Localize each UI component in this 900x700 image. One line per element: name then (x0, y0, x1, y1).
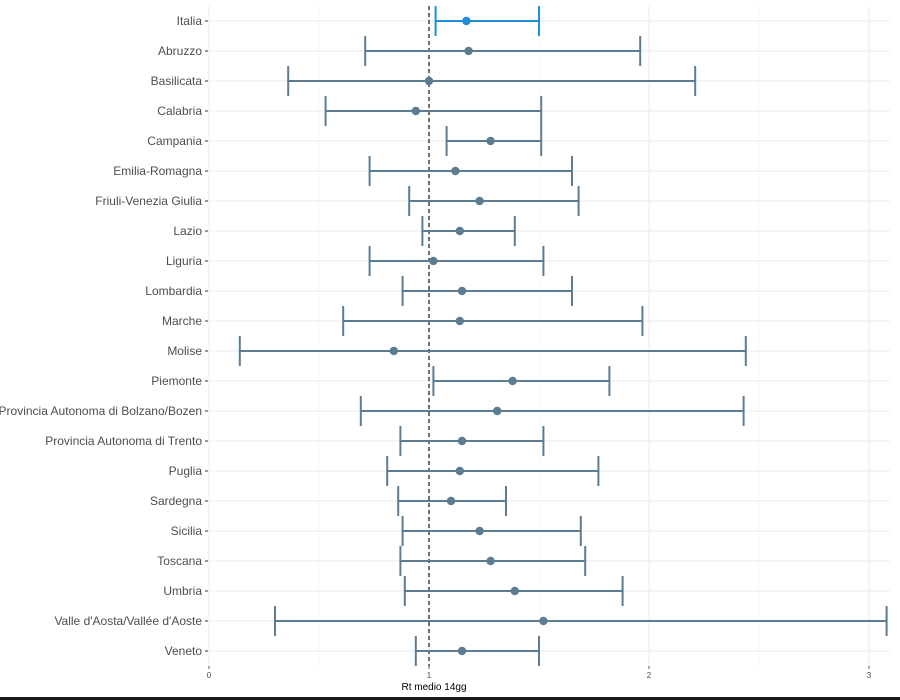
x-axis-ticks: 0 1 2 3 (207, 666, 872, 680)
point-estimate (446, 496, 456, 506)
region-label: Lombardia (145, 284, 202, 298)
region-label: Lazio (173, 224, 202, 238)
region-label: Sicilia (171, 524, 203, 538)
region-label: Puglia (169, 464, 203, 478)
error-bar-row (403, 576, 624, 606)
region-label: Veneto (165, 644, 203, 658)
point-estimate (539, 616, 548, 626)
error-bar-row (368, 156, 573, 186)
grid (208, 6, 890, 666)
region-label: Abruzzo (158, 44, 202, 58)
error-bar-row (368, 246, 545, 276)
region-labels: Italia Abruzzo Basilicata Calabria Campania E… (0, 14, 208, 658)
error-bar-row (401, 516, 582, 546)
point-estimate (462, 16, 471, 26)
x-axis-title: Rt medio 14gg (401, 682, 466, 693)
error-bar-row (445, 126, 543, 156)
error-bar-row (238, 336, 747, 366)
error-bar-row (287, 66, 697, 96)
point-estimate (510, 586, 519, 596)
region-label: Marche (162, 314, 202, 328)
point-estimate (389, 346, 398, 356)
point-estimate (411, 106, 420, 116)
region-label: Italia (177, 14, 203, 28)
point-estimate (486, 136, 495, 146)
point-estimate (493, 406, 502, 416)
x-tick-label: 1 (427, 671, 432, 680)
region-label: Campania (147, 134, 202, 148)
error-bar-row (401, 276, 573, 306)
region-label: Emilia-Romagna (113, 164, 202, 178)
point-estimate (475, 526, 484, 536)
region-label: Toscana (157, 554, 202, 568)
error-bar-row (399, 546, 587, 576)
point-estimate (457, 436, 467, 446)
region-label: Basilicata (151, 74, 203, 88)
error-bar-row (432, 366, 611, 396)
bottom-border (0, 697, 900, 700)
error-bar-row (421, 216, 516, 246)
point-estimate (508, 376, 517, 386)
x-tick-label: 2 (647, 671, 652, 680)
point-estimate (424, 76, 434, 86)
error-bars (238, 6, 888, 666)
region-label: Piemonte (151, 374, 202, 388)
point-estimate (457, 286, 467, 296)
error-bar-row (434, 6, 540, 36)
point-estimate (475, 196, 484, 206)
error-bar-row (386, 456, 600, 486)
error-bar-row (342, 306, 644, 336)
error-bar-row (359, 396, 745, 426)
error-bar-row (324, 96, 543, 126)
point-estimate (464, 46, 473, 56)
region-label: Umbria (163, 584, 202, 598)
error-bar-row (414, 636, 540, 666)
region-label: Liguria (166, 254, 202, 268)
error-bar-row (397, 486, 507, 516)
point-estimate (457, 646, 467, 656)
region-label: Calabria (157, 104, 202, 118)
point-estimate (429, 256, 438, 266)
error-bar-row (364, 36, 642, 66)
point-estimate (455, 226, 464, 236)
region-label: Provincia Autonoma di Trento (45, 434, 202, 448)
region-label: Friuli-Venezia Giulia (95, 194, 202, 208)
region-label: Provincia Autonoma di Bolzano/Bozen (0, 404, 202, 418)
point-estimate (486, 556, 495, 566)
region-label: Valle d'Aosta/Vallée d'Aoste (54, 614, 202, 628)
region-label: Molise (167, 344, 202, 358)
error-bar-row (274, 606, 888, 636)
x-tick-label: 3 (867, 671, 872, 680)
point-estimate (455, 316, 464, 326)
point-estimate (451, 166, 460, 176)
error-bar-row (408, 186, 580, 216)
point-estimate (455, 466, 464, 476)
x-tick-label: 0 (207, 671, 212, 680)
region-label: Sardegna (150, 494, 202, 508)
error-bar-row (399, 426, 545, 456)
